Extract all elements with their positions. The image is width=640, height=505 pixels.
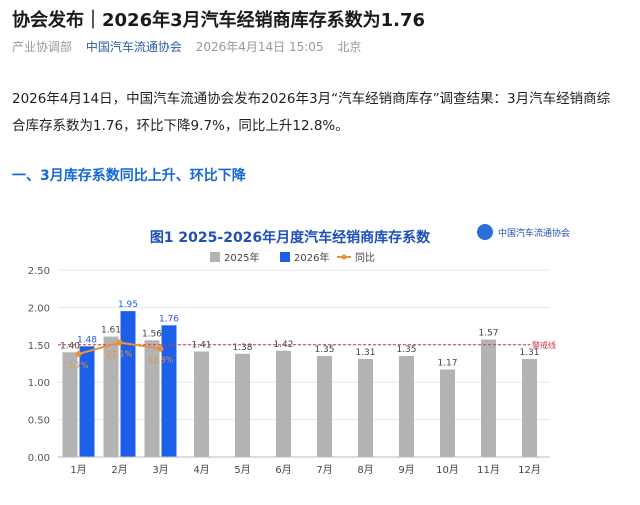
bar-2025 [440, 369, 455, 457]
y-tick-label: 0.50 [28, 416, 50, 427]
x-tick-label: 1月 [70, 464, 86, 476]
data-label-2025: 1.31 [519, 348, 539, 358]
article-meta: 产业协调部 中国汽车流通协会 2026年4月14日 15:05 北京 [12, 38, 371, 55]
bar-2025 [235, 353, 250, 457]
bar-2026 [161, 325, 177, 457]
bar-2025 [317, 356, 332, 457]
yoy-label: 12.8% [148, 356, 174, 365]
x-tick-label: 10月 [436, 464, 459, 476]
data-label-2026: 1.95 [118, 300, 138, 310]
x-tick-label: 5月 [234, 464, 250, 476]
legend-label: 2025年 [224, 251, 259, 264]
yoy-point [157, 345, 164, 352]
data-label-2025: 1.35 [314, 345, 334, 355]
bar-2025 [103, 336, 119, 457]
bar-2025 [522, 359, 537, 457]
bar-2025 [481, 339, 496, 457]
data-label-2025: 1.38 [232, 343, 252, 353]
bar-2026 [120, 311, 136, 457]
yoy-point [116, 339, 123, 346]
x-tick-label: 12月 [518, 464, 541, 476]
legend-label: 同比 [355, 252, 375, 264]
logo-icon [477, 224, 493, 240]
data-label-2026: 1.76 [159, 314, 179, 324]
bar-2025 [276, 350, 291, 457]
section-heading: 一、3月库存系数同比上升、环比下降 [12, 168, 246, 184]
bar-2025 [399, 356, 414, 457]
meta-location: 北京 [337, 40, 362, 54]
x-tick-label: 4月 [193, 464, 209, 476]
x-tick-label: 11月 [477, 464, 500, 476]
x-tick-label: 7月 [316, 464, 332, 476]
data-label-2025: 1.61 [101, 326, 121, 336]
legend-swatch [341, 254, 347, 260]
data-label-2025: 1.57 [478, 329, 498, 339]
meta-source-link[interactable]: 中国汽车流通协会 [85, 40, 182, 54]
y-tick-label: 1.50 [28, 341, 50, 352]
bar-2025 [144, 340, 160, 457]
y-tick-label: 2.00 [28, 303, 50, 314]
plot-area: 0.00 0.50 1.00 1.50 2.00 2.50 1.401.48 1月 1.61 1.… [28, 266, 556, 476]
legend-label: 2026年 [294, 251, 329, 264]
y-tick-label: 1.00 [28, 378, 50, 389]
yoy-label: 5.7% [68, 361, 89, 370]
chart-figure: 图1 2025-2026年月度汽车经销商库存系数 中国汽车流通协会 2025年 2… [10, 210, 575, 495]
x-tick-label: 9月 [398, 464, 414, 476]
data-label-2025: 1.17 [437, 358, 457, 368]
y-tick-label: 2.50 [28, 266, 50, 277]
x-tick-label: 3月 [152, 464, 168, 476]
chart-title: 图1 2025-2026年月度汽车经销商库存系数 [150, 229, 431, 246]
chart-svg: 图1 2025-2026年月度汽车经销商库存系数 中国汽车流通协会 2025年 2… [28, 224, 570, 476]
bar-2025 [62, 352, 78, 457]
data-label-2025: 1.35 [396, 345, 416, 355]
article-paragraph: 2026年4月14日，中国汽车流通协会发布2026年3月“汽车经销商库存”调查结… [12, 91, 611, 134]
article-title: 协会发布｜2026年3月汽车经销商库存系数为1.76 [12, 10, 426, 31]
bar-2025 [194, 351, 209, 457]
data-label-2025: 1.40 [60, 341, 80, 351]
logo-text: 中国汽车流通协会 [498, 227, 570, 239]
x-tick-label: 2月 [111, 464, 127, 476]
chart-legend: 2025年 2026年 同比 [210, 251, 375, 264]
meta-datetime: 2026年4月14日 15:05 [195, 40, 324, 54]
data-label-2026: 1.48 [77, 335, 97, 345]
warning-line-label: 警戒线 [532, 340, 556, 350]
x-tick-label: 8月 [357, 464, 373, 476]
legend-swatch [280, 252, 290, 262]
x-tick-label: 6月 [275, 464, 291, 476]
data-label-2025: 1.31 [355, 348, 375, 358]
yoy-point [75, 351, 82, 358]
bar-2026 [79, 346, 95, 457]
yoy-label: 21.1% [107, 349, 133, 358]
bar-2025 [358, 359, 373, 457]
meta-department: 产业协调部 [12, 40, 73, 54]
y-tick-label: 0.00 [28, 453, 50, 464]
logo: 中国汽车流通协会 [477, 224, 570, 240]
legend-swatch [210, 252, 220, 262]
data-label-2025: 1.56 [142, 329, 162, 339]
data-label-2025: 1.41 [191, 341, 211, 351]
